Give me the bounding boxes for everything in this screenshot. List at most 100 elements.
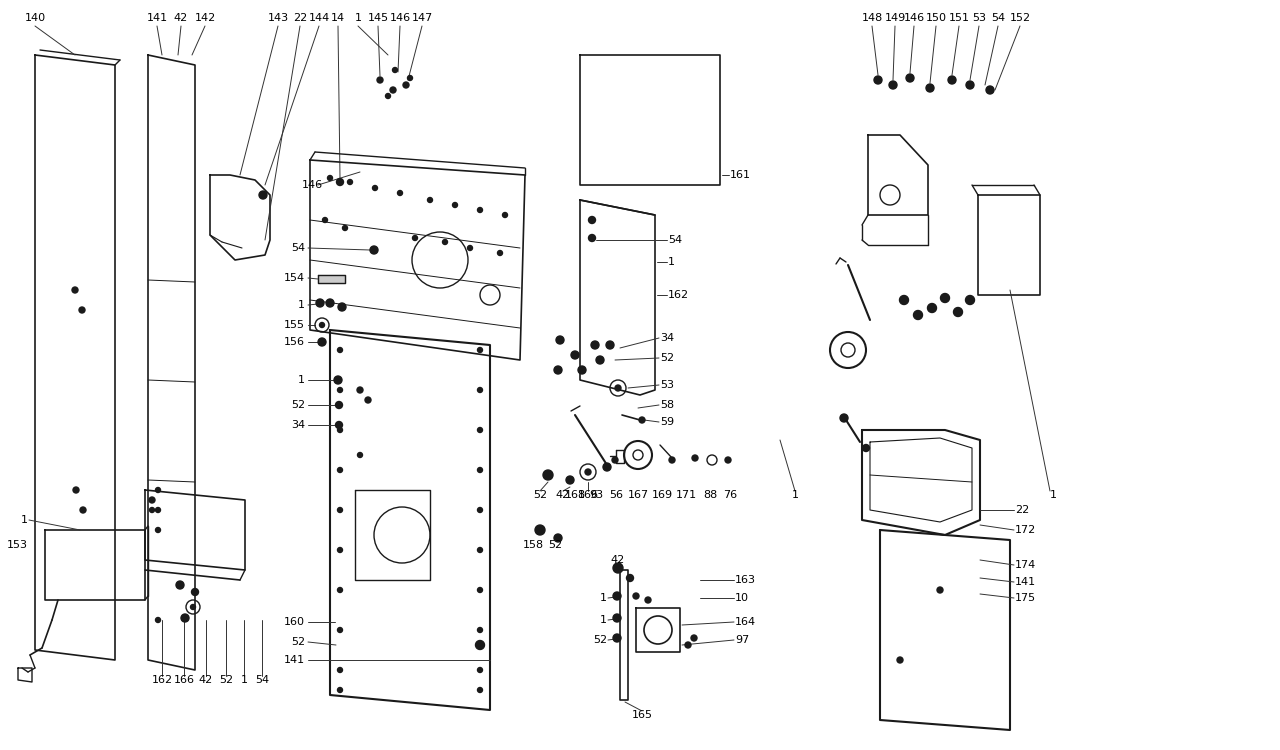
Circle shape xyxy=(378,77,383,83)
Circle shape xyxy=(928,304,937,313)
Text: 140: 140 xyxy=(24,13,46,23)
Text: 97: 97 xyxy=(735,635,749,645)
Circle shape xyxy=(323,217,328,223)
Text: 54: 54 xyxy=(291,243,305,253)
Circle shape xyxy=(614,385,621,391)
Circle shape xyxy=(316,299,324,307)
Text: 88: 88 xyxy=(703,490,717,500)
Text: 53: 53 xyxy=(660,380,675,390)
Circle shape xyxy=(724,457,731,463)
Text: 54: 54 xyxy=(991,13,1005,23)
Circle shape xyxy=(639,417,645,423)
Circle shape xyxy=(73,487,79,493)
Circle shape xyxy=(626,574,634,581)
Circle shape xyxy=(634,593,639,599)
Circle shape xyxy=(897,657,902,663)
Circle shape xyxy=(477,208,483,212)
Circle shape xyxy=(79,307,84,313)
Circle shape xyxy=(372,185,378,190)
Text: 146: 146 xyxy=(389,13,411,23)
Text: 1: 1 xyxy=(20,515,28,525)
Circle shape xyxy=(393,68,398,73)
Text: 148: 148 xyxy=(861,13,883,23)
Circle shape xyxy=(613,592,621,600)
Circle shape xyxy=(338,303,346,311)
Circle shape xyxy=(335,422,343,428)
Circle shape xyxy=(191,604,196,610)
Circle shape xyxy=(477,427,483,433)
Circle shape xyxy=(948,76,956,84)
Circle shape xyxy=(585,469,591,475)
Circle shape xyxy=(477,548,483,553)
Circle shape xyxy=(925,84,934,92)
Circle shape xyxy=(357,387,364,393)
Text: 167: 167 xyxy=(627,490,649,500)
Circle shape xyxy=(192,589,198,596)
Text: 169: 169 xyxy=(652,490,672,500)
Circle shape xyxy=(72,287,78,293)
Circle shape xyxy=(335,401,343,409)
Circle shape xyxy=(613,614,621,622)
Text: 52: 52 xyxy=(593,635,607,645)
Circle shape xyxy=(428,197,433,202)
Circle shape xyxy=(669,457,675,463)
Text: 162: 162 xyxy=(668,290,689,300)
Circle shape xyxy=(874,76,882,84)
Circle shape xyxy=(612,457,618,463)
Circle shape xyxy=(566,476,573,484)
Circle shape xyxy=(343,226,347,230)
Text: 146: 146 xyxy=(302,180,323,190)
Text: 42: 42 xyxy=(198,675,214,685)
Circle shape xyxy=(338,427,343,433)
Circle shape xyxy=(338,388,343,392)
Text: 54: 54 xyxy=(255,675,269,685)
Text: 149: 149 xyxy=(884,13,906,23)
Text: 22: 22 xyxy=(1015,505,1029,515)
Circle shape xyxy=(357,452,362,458)
Circle shape xyxy=(155,508,160,512)
Circle shape xyxy=(571,351,579,359)
Text: 14: 14 xyxy=(332,13,346,23)
Circle shape xyxy=(477,508,483,512)
Text: 174: 174 xyxy=(1015,560,1037,570)
Text: 156: 156 xyxy=(284,337,305,347)
Text: 168: 168 xyxy=(564,490,585,500)
Text: 93: 93 xyxy=(589,490,603,500)
Text: 54: 54 xyxy=(668,235,682,245)
Circle shape xyxy=(477,628,483,632)
Text: 56: 56 xyxy=(609,490,623,500)
Circle shape xyxy=(535,525,545,535)
Text: 22: 22 xyxy=(293,13,307,23)
Text: 150: 150 xyxy=(925,13,946,23)
Circle shape xyxy=(900,296,909,304)
Circle shape xyxy=(390,87,396,93)
Circle shape xyxy=(477,688,483,692)
Text: 34: 34 xyxy=(660,333,675,343)
Circle shape xyxy=(398,190,402,196)
Text: 1: 1 xyxy=(241,675,247,685)
Circle shape xyxy=(337,178,343,185)
Circle shape xyxy=(155,617,160,622)
Circle shape xyxy=(937,587,943,593)
Circle shape xyxy=(965,296,974,304)
Text: 52: 52 xyxy=(219,675,233,685)
Circle shape xyxy=(385,94,390,98)
Text: 166: 166 xyxy=(174,675,195,685)
Circle shape xyxy=(863,445,869,452)
Text: 175: 175 xyxy=(1015,593,1036,603)
Text: 146: 146 xyxy=(904,13,924,23)
Circle shape xyxy=(691,635,698,641)
Text: 143: 143 xyxy=(268,13,288,23)
Text: 164: 164 xyxy=(735,617,756,627)
Circle shape xyxy=(645,597,652,603)
Circle shape xyxy=(155,527,160,532)
Text: 42: 42 xyxy=(611,555,625,565)
Circle shape xyxy=(317,338,326,346)
Circle shape xyxy=(328,176,333,181)
Circle shape xyxy=(477,467,483,472)
Circle shape xyxy=(685,642,691,648)
Circle shape xyxy=(326,299,334,307)
Circle shape xyxy=(605,341,614,349)
Text: 1: 1 xyxy=(298,300,305,310)
Circle shape xyxy=(603,463,611,471)
